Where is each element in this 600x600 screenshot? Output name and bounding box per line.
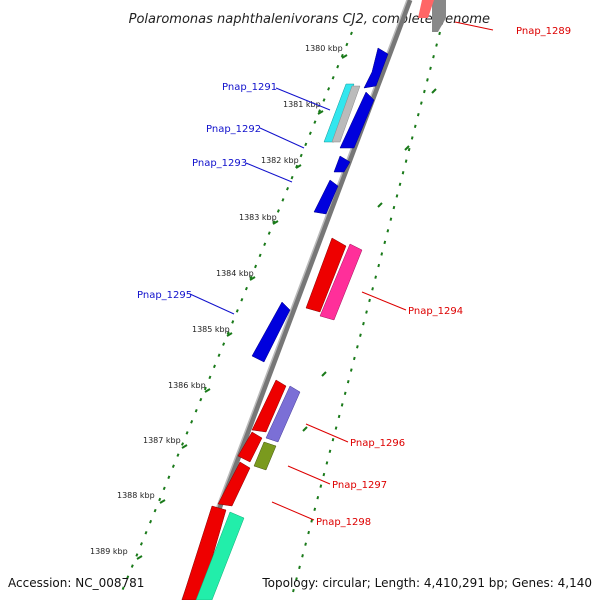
- gene-label-pnap-1297[interactable]: Pnap_1297: [332, 480, 387, 491]
- kbp-label: 1381 kbp: [283, 100, 321, 109]
- kbp-label: 1384 kbp: [216, 269, 254, 278]
- gene-label-pnap-1295[interactable]: Pnap_1295: [137, 290, 192, 301]
- gene-arrow-pnap-1295[interactable]: [251, 301, 291, 363]
- gene-label-pnap-1289[interactable]: Pnap_1289: [516, 26, 571, 37]
- inner-major-ticks: [136, 54, 348, 560]
- gene-arrow-pnap-1296[interactable]: [265, 385, 301, 443]
- gene-arrow-pnap-1293[interactable]: [313, 179, 339, 215]
- gene-arrow-pnap-1294[interactable]: [319, 243, 363, 321]
- gene-arrow-blue-top[interactable]: [363, 47, 389, 89]
- outer-tick-ring: [291, 31, 441, 597]
- gene-arrow-pnap-1289-red[interactable]: [418, 0, 434, 18]
- gene-arrow-pnap-1292[interactable]: [333, 155, 351, 173]
- gene-label-pnap-1293[interactable]: Pnap_1293: [192, 158, 247, 169]
- kbp-label: 1380 kbp: [305, 44, 343, 53]
- gene-arrow-red-1294a[interactable]: [305, 237, 347, 313]
- kbp-label: 1389 kbp: [90, 547, 128, 556]
- gene-arrow-red-bottom[interactable]: [181, 505, 227, 600]
- kbp-label: 1386 kbp: [168, 381, 206, 390]
- gene-label-pnap-1298[interactable]: Pnap_1298: [316, 517, 371, 528]
- topology-label: Topology: circular; Length: 4,410,291 bp…: [261, 576, 592, 590]
- gene-label-pnap-1294[interactable]: Pnap_1294: [408, 306, 463, 317]
- gene-label-pnap-1292[interactable]: Pnap_1292: [206, 124, 261, 135]
- gene-arrow-pnap-1298[interactable]: [217, 461, 251, 507]
- gene-arrow-teal-bottom[interactable]: [195, 511, 245, 600]
- gene-arrow-pnap-1297[interactable]: [253, 441, 277, 471]
- kbp-label: 1388 kbp: [117, 491, 155, 500]
- accession-label: Accession: NC_008781: [8, 576, 144, 590]
- kbp-label: 1387 kbp: [143, 436, 181, 445]
- kbp-label: 1385 kbp: [192, 325, 230, 334]
- gene-arrow-red-1296a[interactable]: [251, 379, 287, 433]
- kbp-label: 1382 kbp: [261, 156, 299, 165]
- gene-label-pnap-1291[interactable]: Pnap_1291: [222, 82, 277, 93]
- gene-arrow-blue-1291b[interactable]: [339, 91, 375, 149]
- outer-major-ticks: [302, 88, 437, 432]
- gene-arrow-pnap-1289[interactable]: [432, 0, 446, 32]
- gene-label-pnap-1296[interactable]: Pnap_1296: [350, 438, 405, 449]
- gene-arrow-grey[interactable]: [331, 85, 361, 143]
- leader-lines: [189, 21, 494, 521]
- kbp-label: 1383 kbp: [239, 213, 277, 222]
- gene-arrow-red-1297a[interactable]: [237, 431, 263, 463]
- inner-tick-ring: [119, 31, 353, 597]
